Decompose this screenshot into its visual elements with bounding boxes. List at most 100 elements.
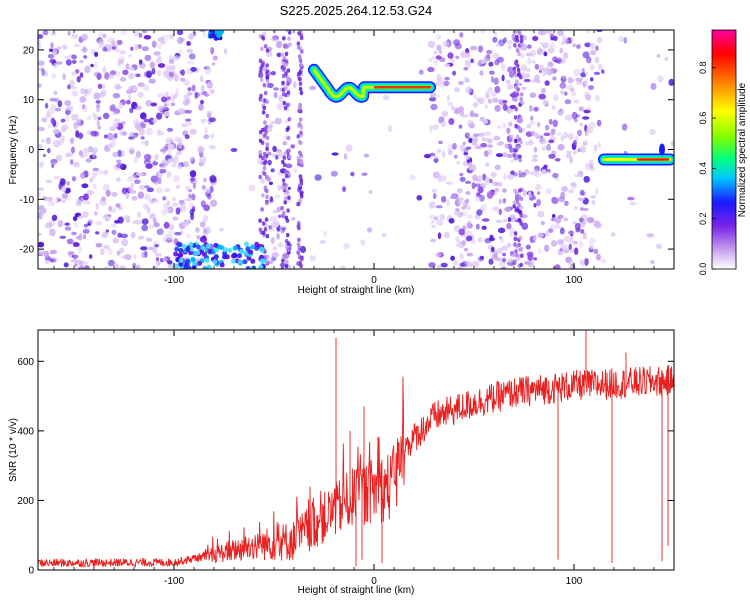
noise-blob xyxy=(143,153,152,161)
noise-blob xyxy=(201,91,208,96)
noise-blob xyxy=(513,43,517,48)
noise-blob xyxy=(83,193,89,201)
noise-blob xyxy=(515,257,520,262)
noise-blob xyxy=(49,98,57,102)
noise-blob xyxy=(261,230,266,236)
noise-blob xyxy=(102,183,110,192)
noise-blob xyxy=(272,145,277,152)
noise-blob xyxy=(502,198,507,204)
noise-blob xyxy=(103,244,111,250)
noise-blob xyxy=(281,178,286,183)
noise-blob xyxy=(441,195,447,203)
noise-blob xyxy=(282,66,287,71)
noise-blob xyxy=(265,48,270,53)
noise-blob xyxy=(60,135,65,142)
noise-blob xyxy=(474,183,481,188)
noise-blob xyxy=(203,177,207,183)
noise-blob xyxy=(38,211,43,220)
noise-blob xyxy=(297,31,301,36)
noise-blob xyxy=(276,52,282,58)
noise-blob xyxy=(162,163,166,168)
noise-blob xyxy=(513,61,518,66)
noise-blob xyxy=(518,188,522,193)
noise-blob xyxy=(492,98,499,103)
noise-blob xyxy=(503,173,507,181)
noise-blob xyxy=(183,94,189,100)
noise-blob xyxy=(67,251,75,256)
noise-blob xyxy=(471,137,479,143)
noise-blob xyxy=(98,170,104,175)
signal-blob xyxy=(260,258,265,264)
noise-blob xyxy=(174,231,182,236)
noise-blob xyxy=(532,35,539,42)
noise-blob xyxy=(210,47,215,55)
noise-blob xyxy=(186,60,195,65)
noise-blob xyxy=(50,42,54,49)
noise-blob xyxy=(435,55,442,60)
noise-blob xyxy=(280,229,285,234)
noise-blob xyxy=(585,30,590,34)
noise-blob xyxy=(71,54,77,60)
noise-blob xyxy=(519,247,524,252)
noise-blob xyxy=(487,98,492,104)
noise-blob xyxy=(649,128,656,135)
noise-blob xyxy=(265,74,270,80)
noise-blob xyxy=(560,41,565,45)
noise-blob xyxy=(564,91,568,96)
colorbar-label: Normalized spectral amplitude xyxy=(737,82,748,217)
noise-blob xyxy=(443,80,450,87)
noise-blob xyxy=(258,58,263,63)
noise-blob xyxy=(551,197,559,205)
noise-blob xyxy=(537,247,542,255)
noise-blob xyxy=(270,222,277,227)
noise-blob xyxy=(474,214,481,220)
signal-blob xyxy=(200,245,206,251)
noise-blob xyxy=(518,173,523,178)
noise-blob xyxy=(198,161,204,167)
noise-blob xyxy=(546,143,551,151)
signal-blob xyxy=(243,250,249,256)
noise-blob xyxy=(49,58,56,64)
noise-blob xyxy=(479,116,485,122)
y-tick-label: 200 xyxy=(17,496,34,507)
noise-blob xyxy=(554,158,561,162)
noise-blob xyxy=(503,37,507,44)
noise-blob xyxy=(146,70,153,78)
noise-blob xyxy=(156,187,163,194)
noise-blob xyxy=(519,221,523,226)
noise-blob xyxy=(140,136,145,140)
heatmap-x-axis-label: Height of straight line (km) xyxy=(298,285,415,296)
noise-blob xyxy=(459,252,464,260)
noise-blob xyxy=(106,132,114,141)
noise-blob xyxy=(262,83,267,88)
noise-blob xyxy=(133,253,137,260)
noise-blob xyxy=(280,205,284,211)
noise-blob xyxy=(111,229,117,235)
noise-blob xyxy=(89,177,94,184)
noise-blob xyxy=(111,191,118,197)
noise-blob xyxy=(292,81,297,89)
noise-blob xyxy=(593,71,601,75)
noise-blob xyxy=(298,183,302,188)
noise-blob xyxy=(519,38,524,44)
noise-blob xyxy=(578,240,584,248)
noise-blob xyxy=(455,55,460,60)
noise-blob xyxy=(498,208,502,215)
noise-blob xyxy=(283,200,288,205)
noise-blob xyxy=(83,201,91,205)
noise-blob xyxy=(262,171,267,177)
noise-blob xyxy=(50,32,57,36)
noise-blob xyxy=(67,31,71,36)
noise-blob xyxy=(584,71,589,76)
noise-blob xyxy=(93,92,101,100)
noise-blob xyxy=(297,244,302,249)
noise-blob xyxy=(441,150,446,158)
noise-blob xyxy=(78,233,83,241)
noise-blob xyxy=(170,92,174,96)
noise-blob xyxy=(205,187,211,194)
noise-blob xyxy=(103,169,109,175)
noise-blob xyxy=(517,51,521,57)
noise-blob xyxy=(331,152,339,156)
noise-blob xyxy=(124,254,132,261)
noise-blob xyxy=(190,177,196,182)
